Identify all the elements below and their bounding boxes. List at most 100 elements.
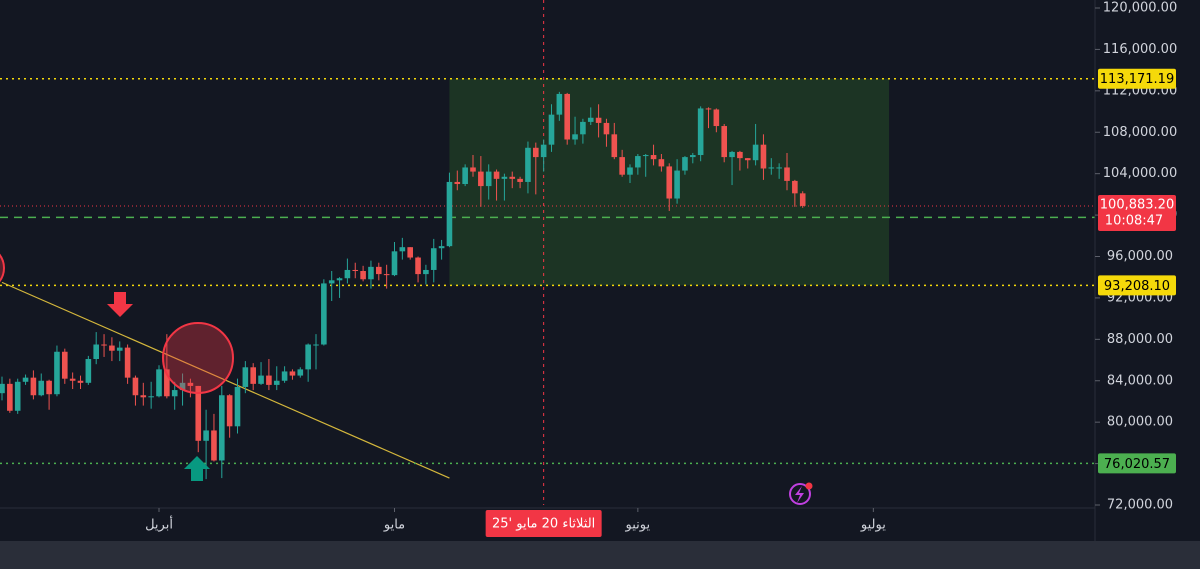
countdown-label: 10:08:47 [1105,213,1163,228]
candle-body [179,382,186,391]
candle-body [101,344,107,346]
candle-body [258,375,264,384]
level-label-box [1098,453,1176,474]
candle-body [281,371,288,381]
candle-body [776,167,782,169]
candle-body [666,166,673,199]
candle-body [391,251,398,276]
candle-body [226,395,233,427]
candle-body [46,380,52,395]
candle-body [297,369,304,376]
candle-body [705,108,712,110]
candle-body [682,157,688,171]
candle-body [305,344,311,370]
candle-body [768,167,775,169]
x-tick-label: مايو [383,518,405,533]
candle-body [203,430,209,441]
candle-body [14,381,21,411]
candle-body [799,193,806,206]
candle-body [462,167,468,185]
lightning-icon[interactable] [789,482,813,505]
candle-body [344,269,351,279]
candle-body [564,93,570,140]
y-tick-label: 88,000.00 [1107,332,1173,347]
candle-body [485,171,492,187]
candle-body [493,171,500,179]
candle-body [62,351,68,379]
icon-dot [805,482,813,490]
candle-body [54,351,60,395]
y-tick-label: 84,000.00 [1107,373,1173,388]
candle-body [234,386,241,427]
candle-body [164,369,170,397]
candle-body [336,278,343,281]
candle-body [211,430,217,461]
candle-body [407,247,413,258]
candle-body [658,159,665,167]
highlight-circle [0,253,5,283]
candle-body [415,257,421,275]
y-tick-label: 120,000.00 [1103,1,1177,16]
candle-body [642,155,649,157]
candle-body [619,157,625,175]
level-label: 113,171.19 [1100,72,1174,87]
candle-body [85,359,92,383]
candle-body [30,377,37,396]
candle-body [376,266,382,275]
candle-body [603,122,610,135]
candle-body [627,167,633,175]
x-tick-label: أبريل [145,516,173,533]
candle-body [792,180,798,194]
candle-body [399,247,406,252]
highlight-circle [162,322,234,394]
last-price-label: 100,883.20 [1100,197,1174,212]
candle-body [219,395,225,461]
level-label: 93,208.10 [1104,279,1170,294]
candle-body [533,147,539,158]
candle-body [690,155,696,158]
candle-body [187,382,194,386]
candle-body [116,347,123,351]
candle-body [784,167,790,181]
candle-body [752,144,759,161]
candle-body [611,134,618,158]
candle-body [132,377,139,396]
candle-body [93,344,99,360]
y-tick-label: 96,000.00 [1107,249,1173,264]
candle-body [430,248,437,270]
candle-body [737,151,743,159]
y-tick-label: 108,000.00 [1103,125,1177,140]
bottom-bar [0,541,1200,569]
candle-body [438,246,445,249]
candle-body [446,181,453,247]
candle-body [556,93,563,115]
candle-body [368,266,374,280]
y-tick-label: 80,000.00 [1107,415,1173,430]
crosshair-label: الثلاثاء 20 مايو '25 [492,517,595,532]
arrow-down [107,292,133,317]
price-axis [1095,0,1200,541]
candle-body [77,380,84,383]
candle-body [674,170,680,199]
candle-body [352,269,359,271]
candle-body [289,371,296,376]
candle-body [242,367,249,387]
x-tick-label: يونيو [625,518,651,533]
candle-body [140,395,147,398]
candle-body [328,280,335,284]
candle-body [517,178,523,182]
candle-body [266,375,272,385]
candle-body [156,369,162,397]
last-price-box [1098,194,1176,231]
candle-body [250,367,256,384]
candle-body [195,385,202,441]
y-tick-label: 116,000.00 [1103,42,1177,57]
candle-body [760,144,767,169]
candle-body [383,274,390,276]
candle-body [321,283,327,345]
level-label-box [1098,275,1176,296]
candle-body [721,126,727,158]
candle-body [38,380,45,396]
candle-body [423,269,429,275]
